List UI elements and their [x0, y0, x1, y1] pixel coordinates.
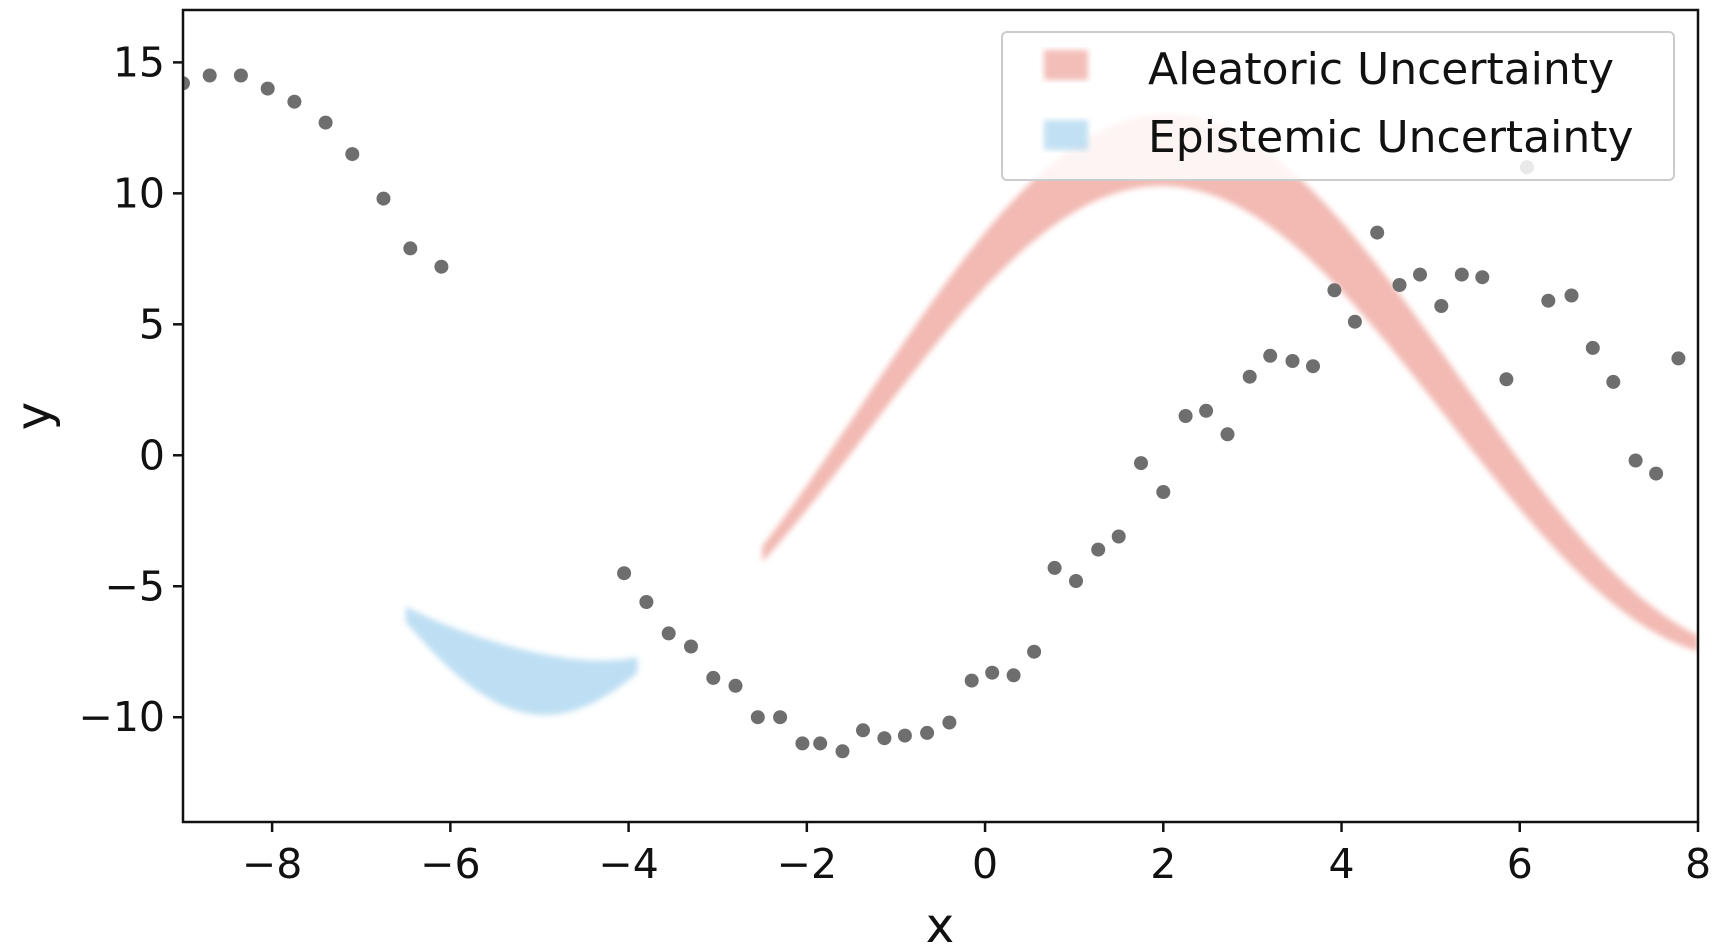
- y-tick-label: −5: [105, 562, 165, 610]
- data-point: [1156, 485, 1171, 499]
- data-point: [1111, 529, 1126, 544]
- data-point: [920, 725, 935, 740]
- y-tick-label: 5: [139, 300, 165, 348]
- data-point: [706, 670, 721, 685]
- x-axis: −8 −6 −4 −2 0 2 4 6 8: [242, 822, 1711, 888]
- data-point: [1434, 299, 1449, 313]
- data-point: [639, 595, 654, 609]
- data-points: [183, 68, 1686, 759]
- data-point: [1413, 267, 1427, 282]
- data-point: [1347, 314, 1362, 329]
- y-tick-label: 10: [113, 169, 165, 217]
- data-point: [1178, 409, 1193, 423]
- data-point: [617, 566, 632, 581]
- x-tick-label: 4: [1328, 840, 1354, 888]
- data-point: [1475, 270, 1490, 285]
- plot-frame: [181, 8, 1700, 824]
- data-point: [1649, 466, 1664, 481]
- data-point: [684, 639, 698, 654]
- x-tick-label: −4: [598, 840, 658, 888]
- data-point: [964, 673, 979, 688]
- y-tick-label: 15: [113, 38, 165, 86]
- data-point: [728, 678, 743, 693]
- x-tick-label: −6: [420, 840, 480, 888]
- data-point: [1606, 374, 1621, 389]
- legend-swatch-epistemic: [1044, 120, 1088, 150]
- data-point: [773, 710, 788, 725]
- data-point: [1220, 427, 1235, 442]
- data-point: [1370, 225, 1385, 240]
- data-point: [260, 81, 275, 96]
- data-point: [856, 723, 870, 738]
- legend-label-epistemic: Epistemic Uncertainty: [1148, 112, 1634, 163]
- data-point: [287, 94, 302, 109]
- data-point: [202, 68, 217, 83]
- data-point: [1285, 354, 1300, 368]
- data-point: [403, 241, 418, 256]
- data-point: [897, 728, 912, 743]
- data-point: [1564, 288, 1579, 303]
- data-point: [1027, 644, 1042, 659]
- data-point: [795, 736, 810, 751]
- data-point: [813, 736, 828, 751]
- data-point: [318, 115, 333, 130]
- data-point: [1499, 372, 1514, 387]
- data-point: [1006, 668, 1021, 683]
- data-point: [1091, 542, 1106, 557]
- x-tick-label: 6: [1507, 840, 1533, 888]
- data-point: [1242, 369, 1257, 384]
- data-point: [835, 744, 850, 759]
- legend-label-aleatoric: Aleatoric Uncertainty: [1148, 44, 1614, 95]
- data-point: [1628, 453, 1643, 468]
- data-point: [1454, 267, 1469, 282]
- y-tick-label: −10: [78, 693, 165, 741]
- data-point: [1263, 348, 1278, 363]
- legend-swatch-aleatoric: [1044, 50, 1088, 80]
- y-axis-label: y: [6, 402, 62, 430]
- legend: Aleatoric Uncertainty Epistemic Uncertai…: [1001, 31, 1675, 181]
- legend-frame: [1001, 31, 1675, 181]
- y-axis: −10 −5 0 5 10 15: [78, 38, 183, 741]
- data-point: [1327, 283, 1342, 298]
- data-point: [183, 76, 190, 91]
- x-tick-label: −8: [242, 840, 302, 888]
- x-axis-label: x: [926, 898, 954, 950]
- data-point: [985, 665, 1000, 680]
- x-tick-label: −2: [777, 840, 837, 888]
- data-point: [1199, 403, 1214, 418]
- x-tick-label: 2: [1150, 840, 1176, 888]
- data-point: [1306, 359, 1320, 374]
- data-point: [750, 710, 765, 725]
- data-point: [233, 68, 248, 83]
- uncertainty-bands: [405, 114, 1698, 715]
- data-point: [1392, 278, 1407, 292]
- x-tick-label: 0: [972, 840, 998, 888]
- x-tick-label: 8: [1685, 840, 1711, 888]
- data-point: [661, 626, 676, 641]
- data-point: [1134, 456, 1148, 471]
- data-point: [877, 731, 892, 746]
- data-point: [434, 259, 449, 274]
- data-point: [376, 191, 391, 206]
- data-point: [1069, 574, 1083, 588]
- data-point: [345, 147, 360, 162]
- data-point: [942, 715, 957, 730]
- data-point: [1671, 351, 1686, 366]
- data-point: [1047, 560, 1062, 575]
- band-epistemic-uncertainty: [405, 606, 638, 715]
- y-tick-label: 0: [139, 431, 165, 479]
- data-point: [1541, 293, 1556, 308]
- data-point: [1585, 340, 1600, 355]
- band-aleatoric-uncertainty: [762, 114, 1698, 652]
